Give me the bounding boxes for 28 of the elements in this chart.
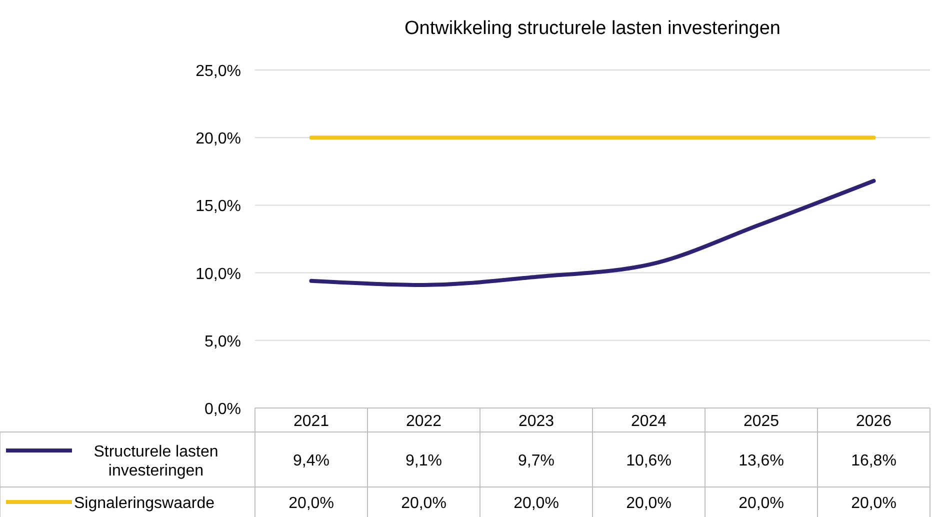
data-label: 20,0% [401, 495, 446, 512]
data-label: 10,6% [626, 452, 672, 470]
line-series [309, 178, 876, 287]
data-label: 13,6% [738, 452, 784, 470]
legend-label: Structurele lasten investeringen [94, 444, 218, 480]
data-label: 20,0% [288, 495, 334, 512]
data-label: 9,1% [406, 452, 442, 470]
x-tick-label: 2024 [630, 413, 667, 430]
x-tick-label: 2023 [518, 413, 554, 430]
data-label: 9,4% [293, 452, 330, 470]
x-tick-label: 2026 [856, 413, 892, 430]
y-tick-label: 0,0% [204, 401, 241, 418]
y-tick-label: 20,0% [196, 130, 241, 148]
y-tick-label: 5,0% [204, 333, 241, 350]
data-label: 20,0% [851, 495, 896, 512]
x-tick-label: 2022 [406, 413, 442, 430]
data-label: 20,0% [738, 495, 784, 512]
y-tick-label: 10,0% [196, 266, 241, 283]
chart-title: Ontwikkeling structurele lasten investeringen [404, 18, 780, 39]
y-tick-label: 25,0% [196, 63, 241, 80]
legend-label: Signaleringswaarde [74, 495, 215, 512]
x-tick-label: 2021 [293, 413, 330, 430]
data-label: 20,0% [514, 495, 559, 512]
data-label: 16,8% [851, 452, 896, 470]
x-tick-label: 2025 [743, 413, 780, 430]
data-label: 9,7% [518, 452, 554, 470]
data-label: 20,0% [626, 495, 672, 512]
y-tick-label: 15,0% [196, 198, 241, 216]
